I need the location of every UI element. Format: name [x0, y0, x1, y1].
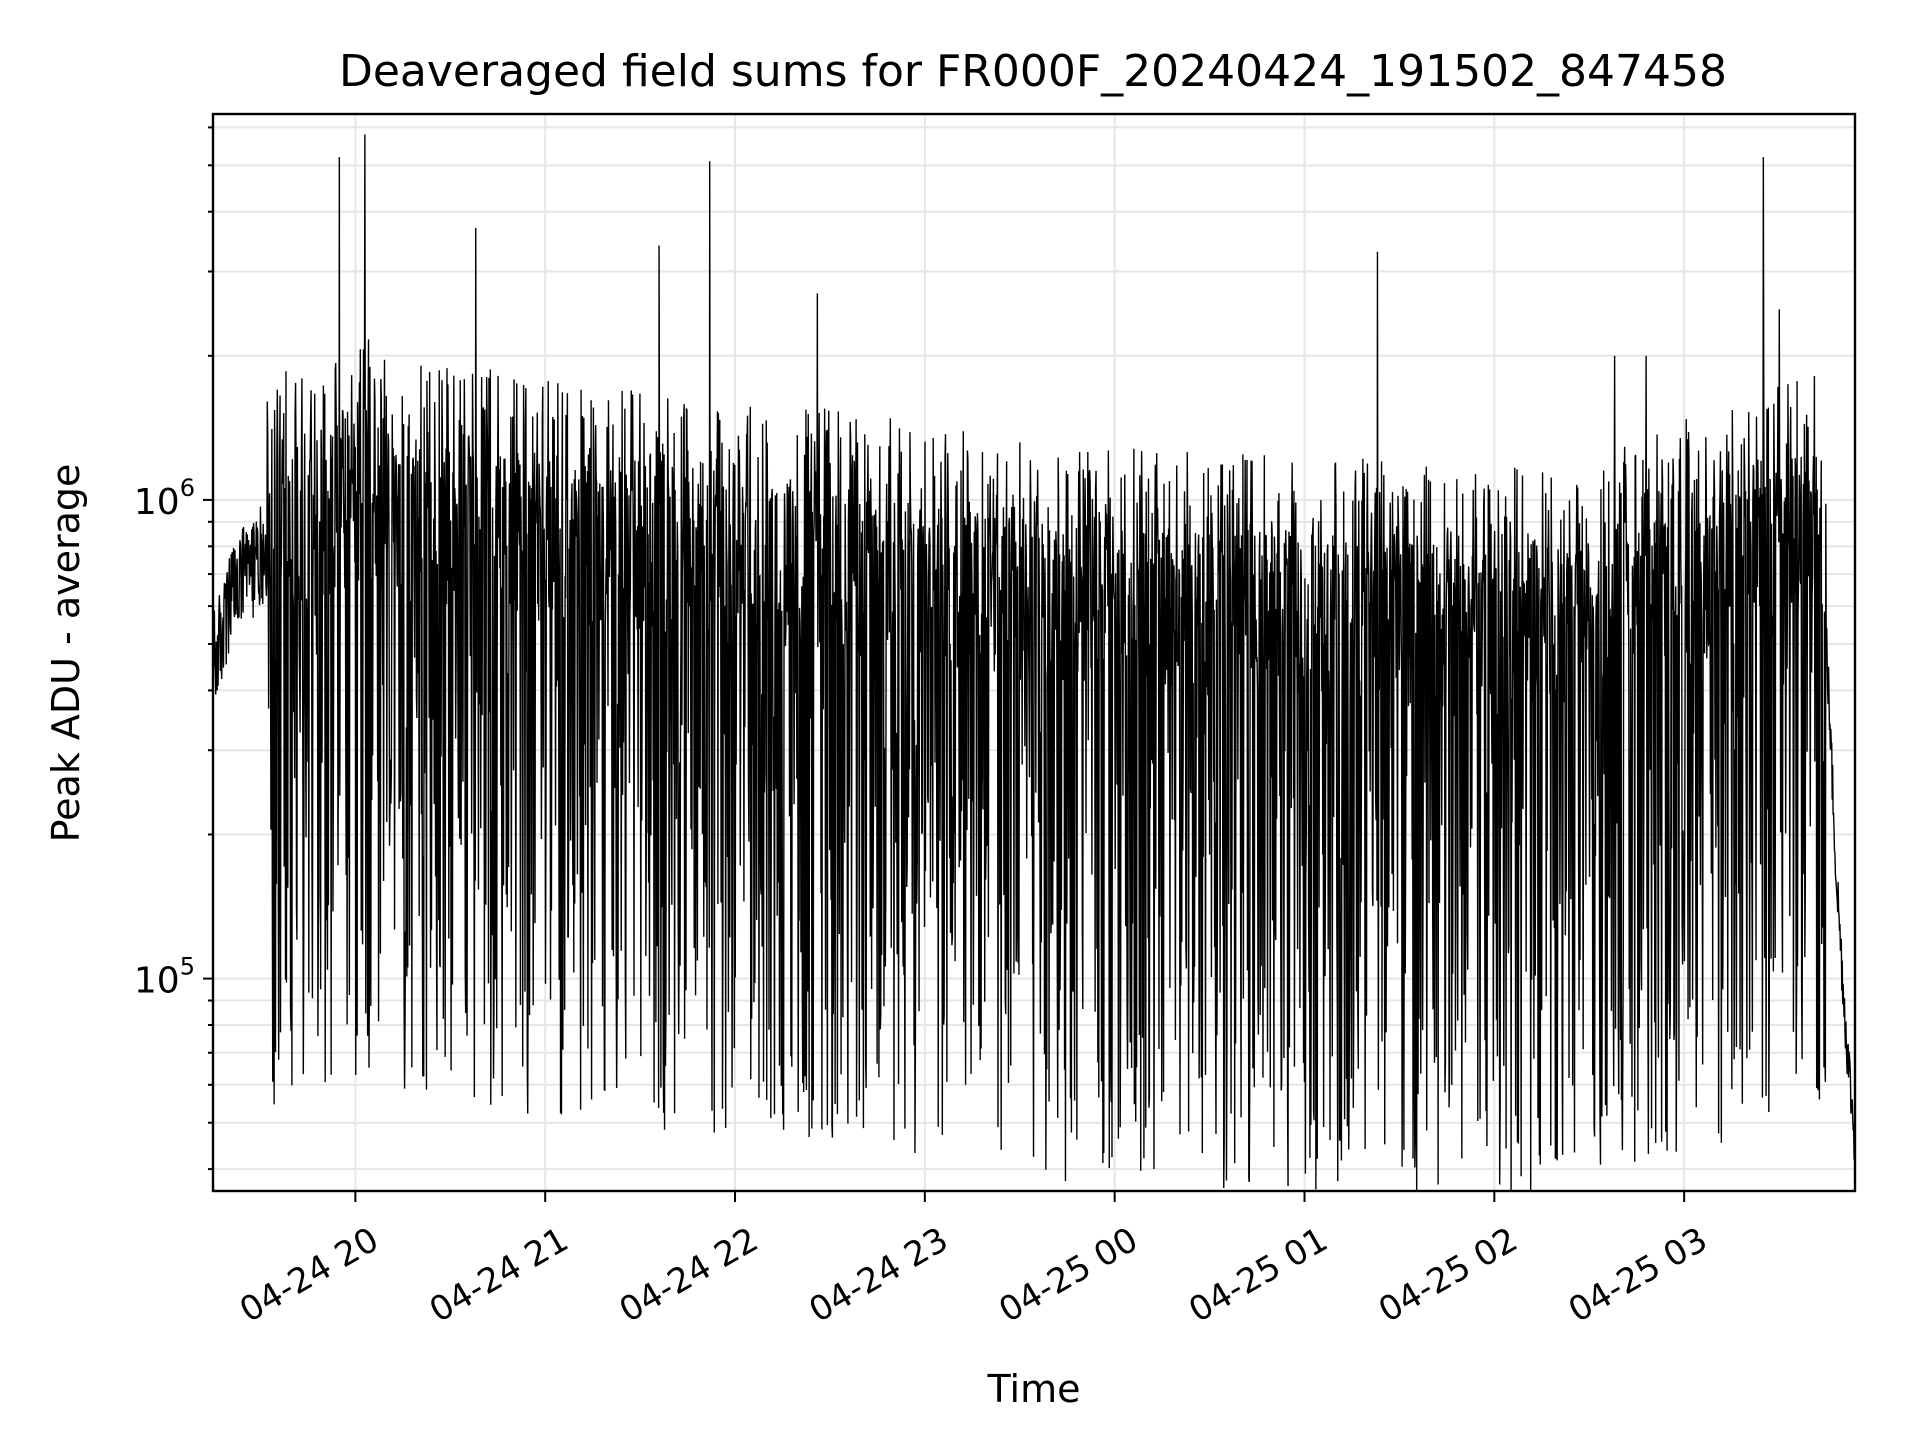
y-tick-label: 105: [134, 953, 195, 1002]
y-tick-exponent: 6: [180, 474, 195, 502]
plot-area: [213, 134, 1855, 1191]
x-axis-label: Time: [987, 1367, 1081, 1411]
y-tick-exponent: 5: [180, 953, 195, 981]
plot-frame: [211, 112, 1857, 1193]
y-tick-base: 10: [134, 482, 180, 523]
y-tick-label: 106: [134, 474, 195, 523]
chart-title: Deaveraged field sums for FR000F_2024042…: [339, 46, 1727, 97]
y-tick-base: 10: [134, 961, 180, 1002]
series-line: [213, 134, 1855, 1191]
y-axis-label: Peak ADU - average: [44, 464, 88, 843]
